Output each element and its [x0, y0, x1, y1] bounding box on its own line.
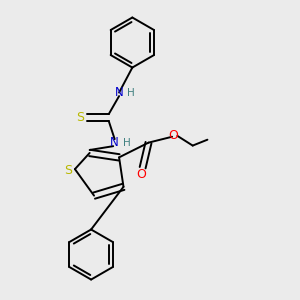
Text: S: S — [76, 110, 84, 124]
Text: H: H — [123, 138, 130, 148]
Text: N: N — [110, 136, 119, 149]
Text: H: H — [127, 88, 135, 98]
Text: N: N — [115, 86, 124, 99]
Text: O: O — [169, 129, 178, 142]
Text: S: S — [64, 164, 72, 177]
Text: O: O — [136, 168, 146, 181]
